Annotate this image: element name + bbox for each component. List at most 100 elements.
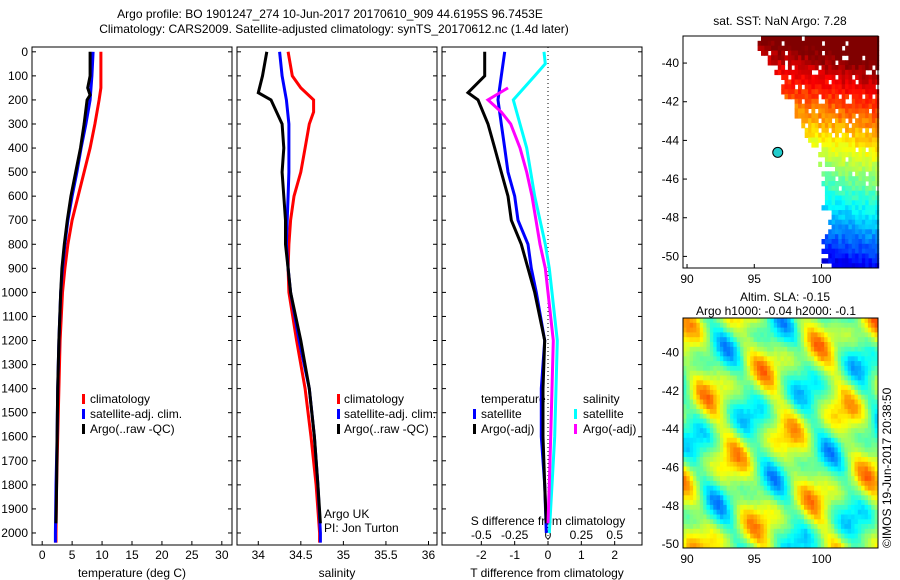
sst-cell xyxy=(855,258,859,264)
sla-cell xyxy=(837,356,842,362)
sst-cell xyxy=(841,50,846,56)
sla-cell xyxy=(793,361,798,367)
sst-cell xyxy=(781,69,786,76)
sst-cell xyxy=(835,185,839,192)
sla-cell xyxy=(743,428,748,434)
sla-cell xyxy=(726,365,731,372)
sla-cell xyxy=(706,504,711,511)
sla-cell xyxy=(783,476,788,482)
sla-cell xyxy=(793,389,798,396)
sla-cell xyxy=(723,389,728,396)
sla-cell xyxy=(871,500,876,506)
sst-cell xyxy=(831,243,836,250)
sla-cell xyxy=(699,437,704,444)
sla-cell xyxy=(733,346,738,353)
sla-cell xyxy=(730,404,734,410)
sla-cell xyxy=(864,342,869,348)
sla-cell xyxy=(787,346,792,353)
sla-cell xyxy=(783,495,788,501)
sst-cell xyxy=(848,152,853,158)
sla-cell xyxy=(854,375,859,381)
sla-cell xyxy=(750,476,755,482)
sla-cell xyxy=(867,423,872,429)
sla-cell xyxy=(770,538,775,544)
sst-cell xyxy=(851,79,856,85)
sla-cell xyxy=(827,514,832,520)
sla-cell xyxy=(720,524,724,530)
sla-cell xyxy=(841,442,845,448)
sst-cell xyxy=(871,36,876,42)
sla-cell xyxy=(847,461,852,468)
sla-cell xyxy=(787,418,792,424)
sla-cell xyxy=(720,365,724,372)
sla-cell xyxy=(874,361,879,367)
sla-cell xyxy=(871,370,876,376)
sla-cell xyxy=(797,318,802,324)
sst-cell xyxy=(811,98,816,105)
sla-cell xyxy=(814,495,818,501)
sla-cell xyxy=(699,490,704,496)
sla-cell xyxy=(820,519,825,525)
sla-cell xyxy=(686,394,691,400)
sla-cell xyxy=(703,519,708,525)
sla-cell xyxy=(854,476,859,482)
sla-cell xyxy=(820,471,825,477)
sst-cell xyxy=(831,94,836,100)
sst-cell xyxy=(858,214,863,221)
sst-cell xyxy=(858,248,863,254)
sla-cell xyxy=(871,452,876,458)
sla-cell xyxy=(750,428,755,434)
sla-cell xyxy=(861,365,866,372)
sla-cell xyxy=(706,519,711,525)
sst-cell xyxy=(875,234,880,240)
sst-cell xyxy=(875,166,880,172)
sla-cell xyxy=(861,500,866,506)
sla-cell xyxy=(763,500,768,506)
sla-cell xyxy=(837,447,842,453)
sst-cell xyxy=(841,152,846,158)
sla-cell xyxy=(834,365,839,372)
sla-cell xyxy=(689,322,694,329)
sst-cell xyxy=(801,60,806,66)
sst-cell xyxy=(855,248,859,254)
sst-cell xyxy=(865,219,870,225)
sla-cell xyxy=(871,404,876,410)
sla-cell xyxy=(851,524,855,530)
sla-cell xyxy=(730,318,734,324)
sla-cell xyxy=(736,524,741,530)
sst-cell xyxy=(821,132,826,138)
sla-cell xyxy=(709,476,714,482)
sst-cell xyxy=(861,69,866,76)
sla-cell xyxy=(851,500,855,506)
sla-cell xyxy=(820,404,825,410)
sla-cell xyxy=(867,370,872,376)
t-diff-xlabel: T difference from climatology xyxy=(470,566,624,580)
sst-cell xyxy=(784,94,789,100)
sla-cell xyxy=(746,471,751,477)
sla-cell xyxy=(851,543,855,549)
sst-cell xyxy=(838,181,843,187)
sst-cell xyxy=(871,89,876,95)
sla-cell xyxy=(716,490,721,496)
sst-cell xyxy=(868,147,873,153)
sst-cell xyxy=(841,166,846,172)
sla-cell xyxy=(683,471,687,477)
sla-cell xyxy=(787,485,792,491)
sla-cell xyxy=(807,327,812,333)
sst-cell xyxy=(845,253,849,259)
sla-cell xyxy=(844,490,849,496)
sst-cell xyxy=(838,258,843,264)
sst-cell xyxy=(838,229,843,235)
sst-cell xyxy=(848,137,853,143)
sla-cell xyxy=(793,495,798,501)
sla-cell xyxy=(820,524,825,530)
sla-cell xyxy=(763,375,768,381)
sla-cell xyxy=(736,428,741,434)
sla-cell xyxy=(723,399,728,405)
sla-cell xyxy=(824,327,829,333)
sla-cell xyxy=(709,346,714,353)
sla-cell xyxy=(686,332,691,338)
sla-cell xyxy=(800,418,805,424)
sla-cell xyxy=(851,351,855,357)
sla-cell xyxy=(871,476,876,482)
